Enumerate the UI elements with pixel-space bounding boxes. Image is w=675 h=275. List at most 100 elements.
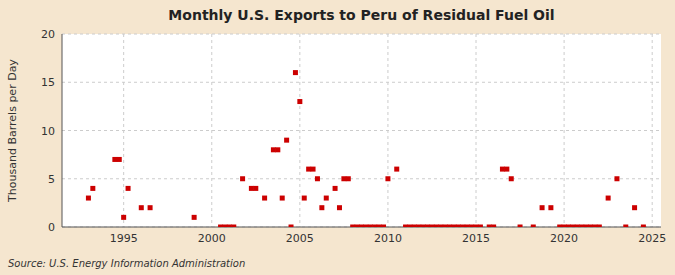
point [192,215,197,220]
point [302,196,307,201]
point [434,225,439,228]
point [117,157,122,162]
point [227,225,232,228]
point [570,225,575,228]
point [566,225,571,228]
point [337,205,342,210]
point [562,225,567,228]
point [478,225,483,228]
point [623,225,628,228]
chart-container: 199520002005201020152020202505101520Mont… [0,0,675,275]
point [311,167,316,172]
point [355,225,360,228]
point [306,167,311,172]
x-tick-label: 2005 [286,232,314,245]
point [346,176,351,181]
x-tick-label: 2010 [374,232,402,245]
point [614,176,619,181]
point [297,99,302,104]
point [518,225,523,228]
point [90,186,95,191]
point [253,186,258,191]
point [112,157,117,162]
point [262,196,267,201]
y-grid-line [62,130,661,131]
y-tick-label: 5 [48,173,55,186]
point [469,225,474,228]
point [500,167,505,172]
point [465,225,470,228]
point [575,225,580,228]
y-grid-line [62,178,661,179]
point [377,225,382,228]
point [381,225,386,228]
point [557,225,562,228]
point [350,225,355,228]
point [240,176,245,181]
point [474,225,479,228]
point [504,167,509,172]
point [121,215,126,220]
y-grid-line [62,34,661,35]
point [597,225,602,228]
point [218,225,223,228]
x-grid-line [299,34,300,227]
point [412,225,417,228]
point [319,205,324,210]
point [584,225,589,228]
point [416,225,421,228]
title: Monthly U.S. Exports to Peru of Residual… [168,7,554,23]
point [588,225,593,228]
point [606,196,611,201]
point [280,196,285,201]
point [333,186,338,191]
x-tick-label: 2000 [198,232,226,245]
point [249,186,254,191]
point [438,225,443,228]
point [363,225,368,228]
point [139,205,144,210]
x-tick-label: 2020 [550,232,578,245]
point [289,225,294,228]
grid [62,34,661,227]
point [641,225,646,228]
point [372,225,377,228]
points [86,70,646,227]
point [491,225,496,228]
point [341,176,346,181]
point [126,186,131,191]
x-tick-label: 2015 [462,232,490,245]
point [592,225,597,228]
point [407,225,412,228]
point [531,225,536,228]
point [487,225,492,228]
point [460,225,465,228]
point [148,205,153,210]
y-tick-label: 20 [41,28,55,41]
point [540,205,545,210]
y-tick-label: 10 [41,125,55,138]
point [403,225,408,228]
y-tick-label: 15 [41,76,55,89]
point [509,176,514,181]
y-tick-label: 0 [48,221,55,234]
point [275,147,280,152]
point [324,196,329,201]
point [456,225,461,228]
point [447,225,452,228]
point [421,225,426,228]
point [368,225,373,228]
point [451,225,456,228]
point [359,225,364,228]
chart-svg: 199520002005201020152020202505101520Mont… [0,0,675,275]
y-axis-label: Thousand Barrels per Day [6,59,19,203]
y-axis-line [62,34,63,227]
x-tick-label: 1995 [110,232,138,245]
axes: 199520002005201020152020202505101520 [41,28,666,245]
point [548,205,553,210]
plot-background [62,34,661,227]
point [231,225,236,228]
point [394,167,399,172]
point [579,225,584,228]
point [429,225,434,228]
